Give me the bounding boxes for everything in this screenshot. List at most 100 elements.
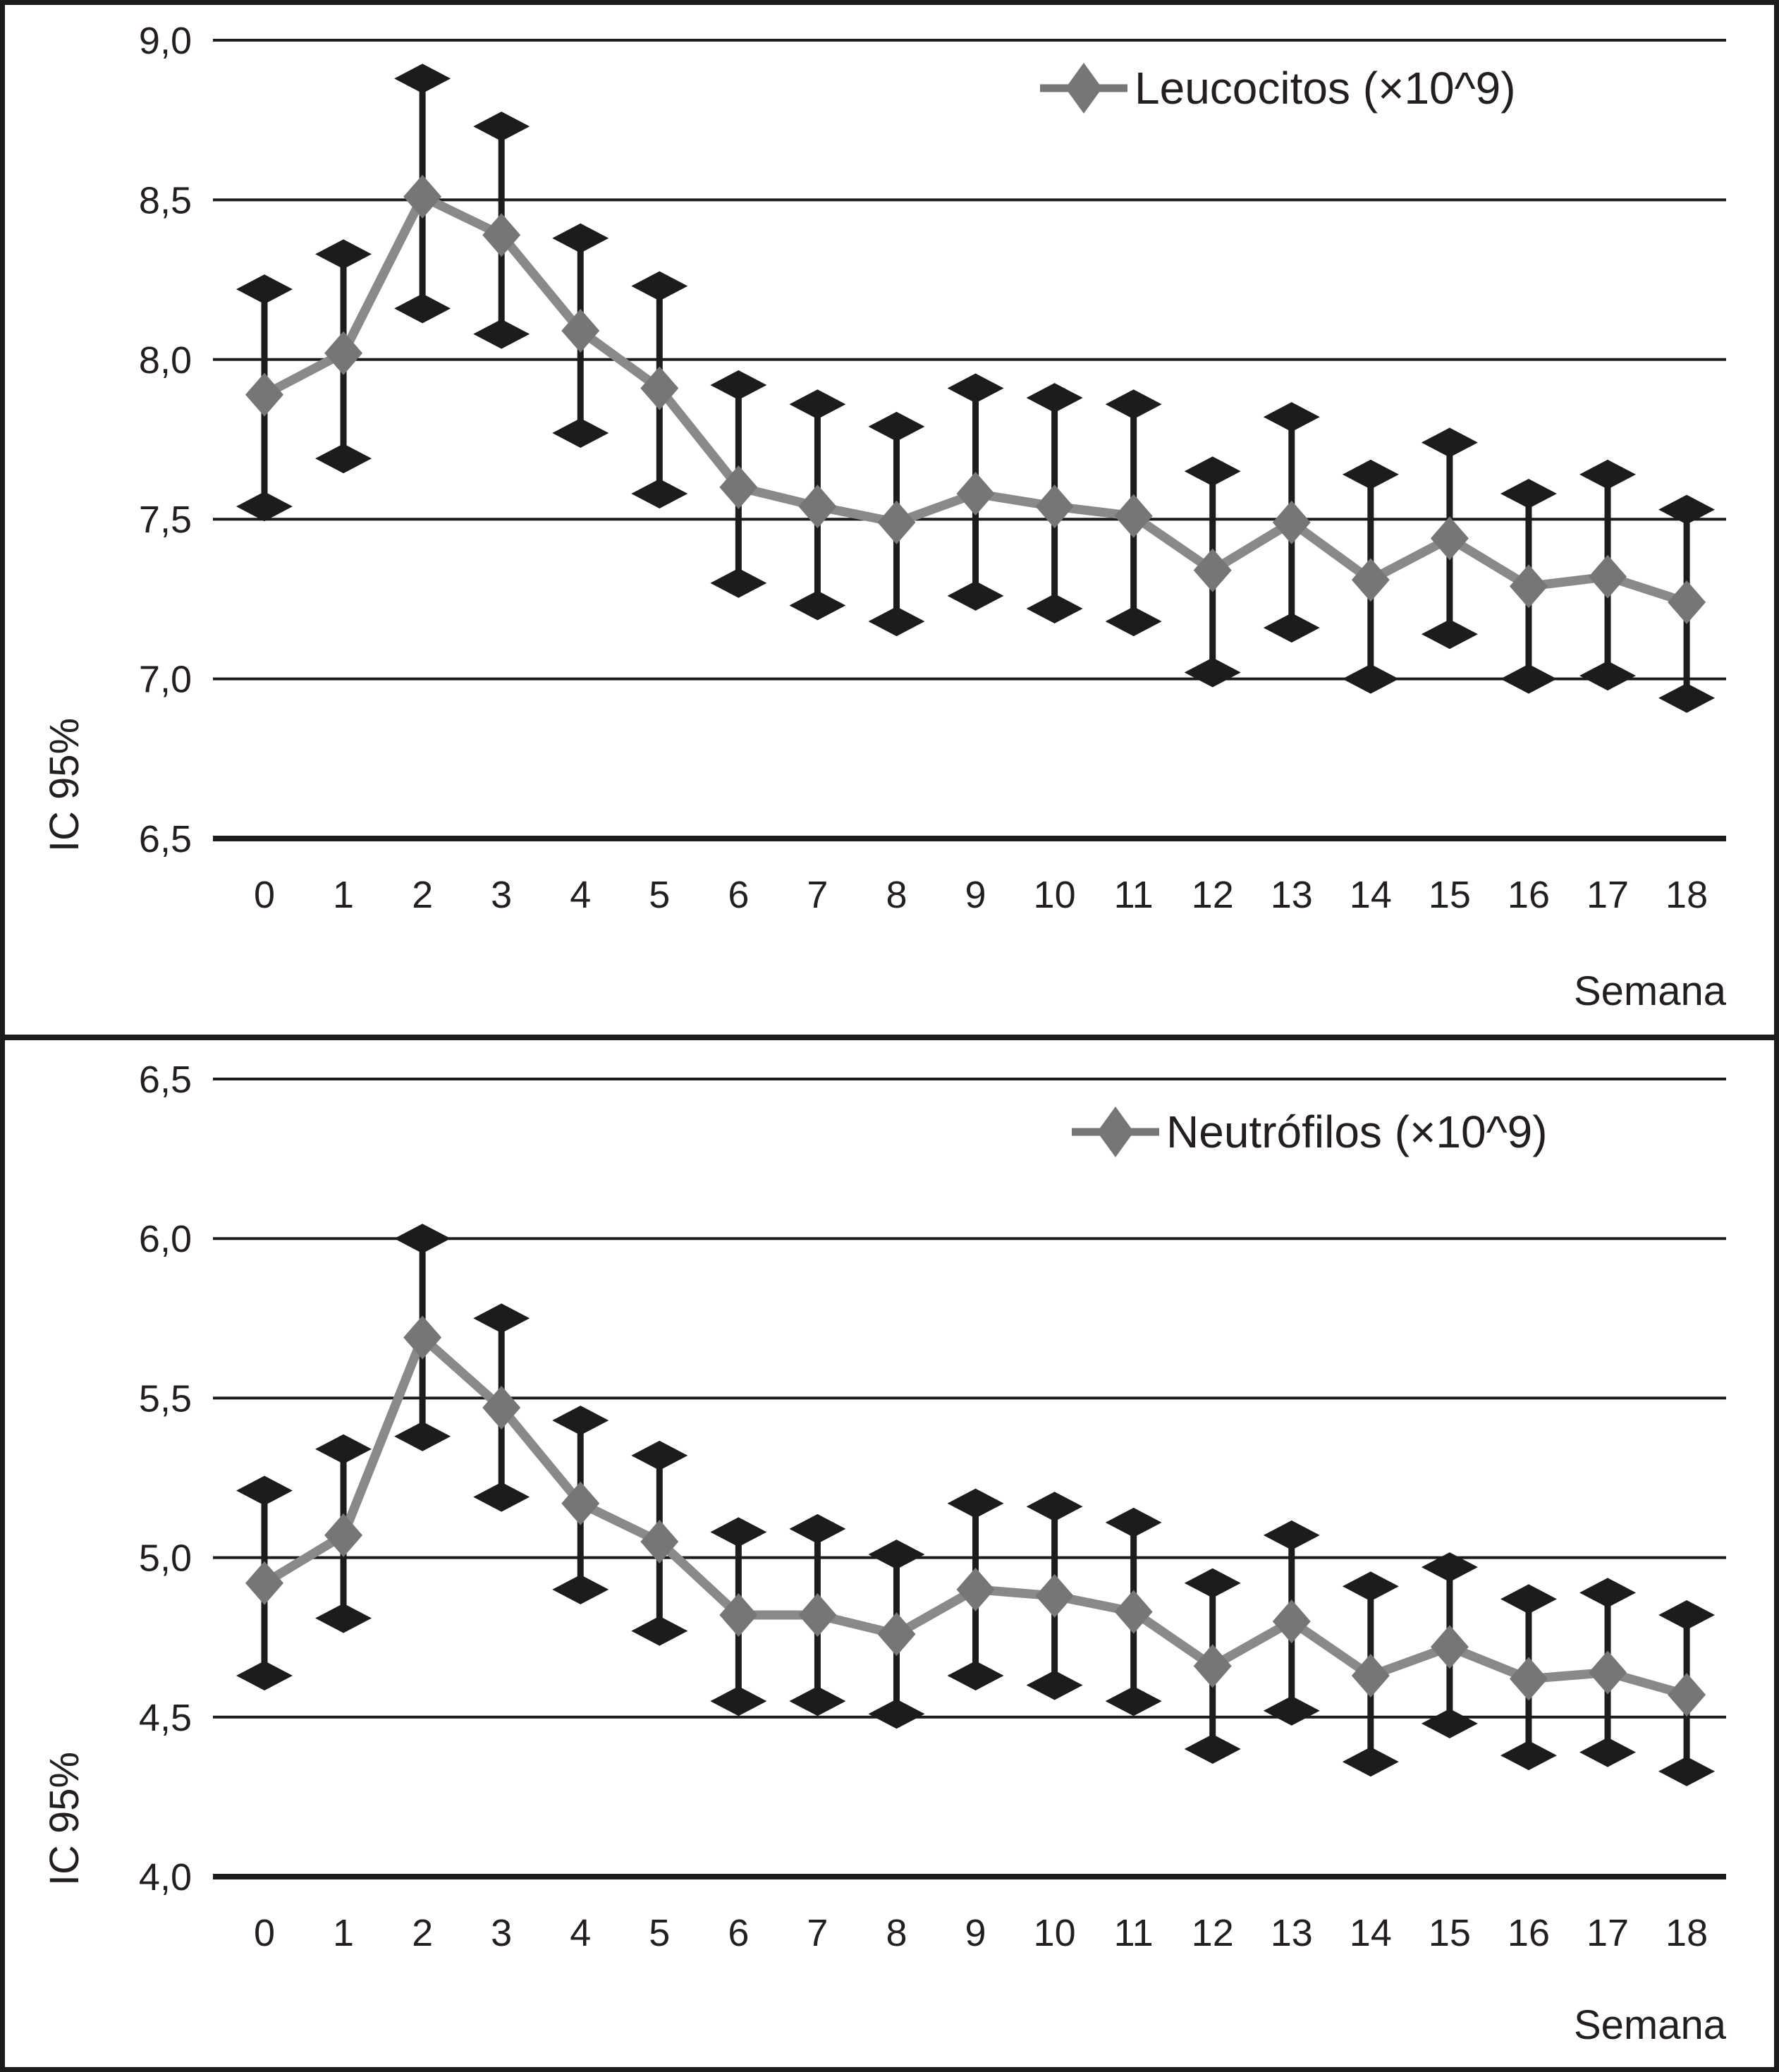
error-bar <box>1184 456 1241 688</box>
x-tick-label: 4 <box>570 874 591 916</box>
series-marker-diamond <box>1035 485 1074 529</box>
error-cap-high-icon <box>1658 1600 1716 1631</box>
x-tick-label: 10 <box>1034 874 1076 916</box>
x-tick-label: 0 <box>254 1912 275 1954</box>
error-cap-high-icon <box>315 1434 372 1464</box>
error-cap-low-icon <box>1500 1741 1557 1771</box>
x-tick-label: 8 <box>886 874 907 916</box>
error-cap-low-icon <box>868 607 925 637</box>
error-cap-low-icon <box>394 1421 451 1451</box>
x-tick-label: 9 <box>965 874 986 916</box>
series-marker-diamond <box>1509 1657 1548 1701</box>
series-marker-diamond <box>877 1612 916 1657</box>
x-tick-label: 5 <box>649 874 670 916</box>
x-tick-label: 11 <box>1114 874 1154 916</box>
x-tick-label: 2 <box>412 1912 433 1954</box>
error-bars <box>236 1224 1716 1786</box>
error-cap-low-icon <box>236 1660 293 1690</box>
x-tick-label: 12 <box>1192 1912 1234 1954</box>
x-tick-label: 11 <box>1114 1912 1154 1954</box>
y-tick-label: 5,5 <box>139 1377 192 1420</box>
x-tick-label: 2 <box>412 874 433 916</box>
error-cap-low-icon <box>1579 1737 1637 1767</box>
error-cap-high-icon <box>1105 1507 1162 1537</box>
error-cap-low-icon <box>1421 619 1478 650</box>
error-cap-low-icon <box>1184 657 1241 688</box>
error-cap-low-icon <box>236 492 293 522</box>
series-marker-diamond <box>719 465 758 509</box>
series-marker-diamond <box>561 1481 600 1525</box>
x-tick-label: 3 <box>491 1912 512 1954</box>
x-tick-label: 18 <box>1665 1912 1708 1954</box>
gridlines <box>213 1078 1726 1879</box>
error-cap-high-icon <box>236 274 293 305</box>
error-cap-low-icon <box>1105 607 1162 637</box>
x-tick-label: 16 <box>1508 874 1550 916</box>
y-tick-labels: 6,5 6,0 5,5 5,0 4,5 4,0 <box>139 1059 192 1899</box>
x-tick-label: 15 <box>1429 874 1471 916</box>
error-bar <box>1026 383 1083 623</box>
series-marker-diamond <box>640 1519 679 1564</box>
error-cap-low-icon <box>394 293 451 324</box>
error-cap-high-icon <box>1342 1571 1399 1602</box>
error-bar <box>1500 478 1557 694</box>
error-bar <box>552 223 609 448</box>
series-marker-diamond <box>561 309 600 353</box>
x-tick-label: 1 <box>333 1912 354 1954</box>
series-marker-diamond <box>1193 548 1232 592</box>
error-cap-high-icon <box>1184 456 1241 487</box>
series-marker-diamond <box>1272 1599 1311 1644</box>
error-cap-low-icon <box>1421 1708 1478 1738</box>
y-tick-label: 4,5 <box>139 1697 192 1739</box>
x-tick-label: 3 <box>491 874 512 916</box>
y-axis-title-bottom: IC 95% <box>42 1752 87 1886</box>
x-tick-label: 13 <box>1271 874 1313 916</box>
x-tick-label: 10 <box>1034 1912 1076 1954</box>
x-tick-label: 7 <box>807 1912 828 1954</box>
error-cap-low-icon <box>947 1660 1004 1690</box>
error-cap-high-icon <box>236 1475 293 1506</box>
error-cap-high-icon <box>631 271 688 301</box>
y-tick-label: 9,0 <box>139 20 192 62</box>
series-marker-diamond <box>956 471 995 516</box>
error-cap-high-icon <box>710 370 767 401</box>
y-tick-label: 8,0 <box>139 339 192 382</box>
error-cap-high-icon <box>1579 459 1637 489</box>
x-tick-label: 12 <box>1192 874 1234 916</box>
error-cap-high-icon <box>552 1406 609 1436</box>
error-cap-low-icon <box>1342 1747 1399 1777</box>
series-marker-diamond <box>877 500 916 544</box>
series-marker-diamond <box>1589 554 1627 599</box>
error-bars <box>236 63 1716 713</box>
series-marker-diamond <box>245 1561 283 1605</box>
series-marker-diamond <box>1589 1650 1627 1695</box>
series-marker-diamond <box>719 1593 758 1638</box>
error-cap-low-icon <box>710 1686 767 1717</box>
y-tick-label: 8,5 <box>139 179 192 221</box>
error-bar <box>1342 459 1399 694</box>
x-tick-label: 15 <box>1429 1912 1471 1954</box>
error-cap-low-icon <box>1263 1695 1320 1726</box>
error-cap-high-icon <box>1263 402 1320 432</box>
error-bar <box>1263 402 1320 643</box>
error-cap-high-icon <box>868 1540 925 1570</box>
error-cap-high-icon <box>1658 494 1716 525</box>
error-bar <box>236 1475 293 1690</box>
x-tick-label: 16 <box>1508 1912 1550 1954</box>
error-cap-low-icon <box>631 1616 688 1646</box>
series-marker-diamond <box>640 366 679 410</box>
error-cap-high-icon <box>315 239 372 269</box>
error-cap-low-icon <box>1658 1756 1716 1786</box>
series-marker-diamond <box>1430 516 1469 561</box>
x-tick-label: 7 <box>807 874 828 916</box>
error-cap-low-icon <box>1026 1670 1083 1700</box>
y-axis-title-top: IC 95% <box>42 718 87 852</box>
error-cap-low-icon <box>473 319 530 349</box>
x-tick-label: 14 <box>1350 874 1392 916</box>
error-cap-high-icon <box>1263 1520 1320 1550</box>
x-tick-label: 6 <box>728 1912 749 1954</box>
series-marker-diamond <box>482 1385 521 1430</box>
y-tick-label: 6,0 <box>139 1218 192 1260</box>
series-marker-diamond <box>482 213 521 257</box>
